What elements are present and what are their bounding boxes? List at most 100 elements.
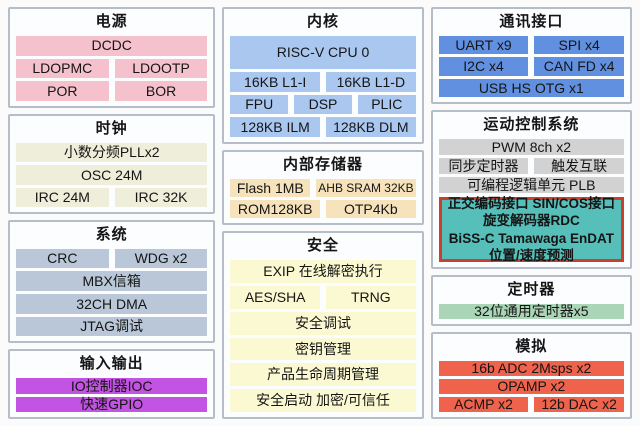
block-can-fd: CAN FD x4 bbox=[534, 57, 624, 76]
system-row: 32CH DMA bbox=[16, 294, 208, 314]
block-osc-24m: OSC 24M bbox=[16, 165, 208, 185]
section-power: 电源 DCDC LDOPMC LDOOTP POR BOR bbox=[8, 7, 216, 109]
section-io: 输入输出 IO控制器IOC 快速GPIO bbox=[8, 349, 216, 419]
security-row: 安全调试 bbox=[230, 311, 416, 335]
clock-row: 小数分频PLLx2 bbox=[16, 143, 208, 163]
system-row: MBX信箱 bbox=[16, 271, 208, 292]
section-title-io: 输入输出 bbox=[79, 355, 144, 373]
block-wdg: WDG x2 bbox=[114, 248, 208, 269]
block-sync-timer: 同步定时器 bbox=[438, 158, 529, 175]
block-plb: 可编程逻辑单元 PLB bbox=[438, 177, 624, 194]
core-row: RISC-V CPU 0 bbox=[230, 36, 416, 70]
block-spi: SPI x4 bbox=[534, 36, 624, 55]
block-uart: UART x9 bbox=[438, 36, 529, 55]
block-trigger-interconnect: 触发互联 bbox=[534, 158, 624, 175]
timer-row: 32位通用定时器x5 bbox=[438, 303, 624, 319]
block-crc: CRC bbox=[16, 248, 109, 269]
block-plic: PLIC bbox=[357, 94, 416, 115]
security-row: 产品生命周期管理 bbox=[230, 363, 416, 387]
section-title-timer: 定时器 bbox=[507, 281, 556, 299]
section-title-analog: 模拟 bbox=[515, 338, 548, 356]
system-row: CRC WDG x2 bbox=[16, 248, 208, 269]
section-system: 系统 CRC WDG x2 MBX信箱 32CH DMA JTAG调试 bbox=[8, 219, 216, 344]
block-rom: ROM128KB bbox=[230, 200, 321, 219]
block-acmp: ACMP x2 bbox=[438, 396, 529, 412]
block-adc: 16b ADC 2Msps x2 bbox=[438, 360, 624, 376]
section-analog: 模拟 16b ADC 2Msps x2 OPAMP x2 ACMP x2 12b… bbox=[430, 332, 632, 419]
motion-row: 同步定时器 触发互联 bbox=[438, 158, 624, 175]
block-otp: OTP4Kb bbox=[326, 200, 416, 219]
block-aes-sha: AES/SHA bbox=[230, 286, 321, 309]
block-l1-dcache: 16KB L1-D bbox=[326, 72, 416, 92]
core-row: 128KB ILM 128KB DLM bbox=[230, 117, 416, 138]
column-right: 通讯接口 UART x9 SPI x4 I2C x4 CAN FD x4 USB… bbox=[430, 7, 632, 419]
section-security: 安全 EXIP 在线解密执行 AES/SHA TRNG 安全调试 密钥管理 产品… bbox=[222, 231, 424, 419]
block-dac: 12b DAC x2 bbox=[534, 396, 624, 412]
section-title-power: 电源 bbox=[95, 13, 128, 30]
column-left: 电源 DCDC LDOPMC LDOOTP POR BOR 时钟 小数分频PLL… bbox=[8, 7, 216, 419]
block-usb-otg: USB HS OTG x1 bbox=[438, 78, 624, 98]
motion-row: 可编程逻辑单元 PLB bbox=[438, 177, 624, 194]
section-title-memory: 内部存储器 bbox=[283, 156, 364, 174]
block-irc-32k: IRC 32K bbox=[114, 187, 208, 207]
block-jtag-debug: JTAG调试 bbox=[16, 316, 208, 337]
block-secure-boot: 安全启动 加密/可信任 bbox=[230, 389, 416, 412]
block-dlm: 128KB DLM bbox=[326, 117, 416, 138]
section-comm: 通讯接口 UART x9 SPI x4 I2C x4 CAN FD x4 USB… bbox=[430, 7, 632, 105]
block-flash: Flash 1MB bbox=[230, 179, 311, 198]
section-title-security: 安全 bbox=[307, 237, 340, 255]
block-io-controller: IO控制器IOC bbox=[16, 378, 208, 394]
section-timer: 定时器 32位通用定时器x5 bbox=[430, 275, 632, 327]
block-key-management: 密钥管理 bbox=[230, 337, 416, 361]
io-row: IO控制器IOC bbox=[16, 378, 208, 394]
block-fast-gpio: 快速GPIO bbox=[16, 396, 208, 412]
security-row: 安全启动 加密/可信任 bbox=[230, 389, 416, 412]
analog-row: ACMP x2 12b DAC x2 bbox=[438, 396, 624, 412]
security-row: AES/SHA TRNG bbox=[230, 286, 416, 309]
block-dma: 32CH DMA bbox=[16, 294, 208, 314]
callout-line-qei-sincos: 正交编码接口 SIN/COS接口 bbox=[447, 195, 615, 211]
block-irc-24m: IRC 24M bbox=[16, 187, 109, 207]
block-ldootp: LDOOTP bbox=[114, 58, 208, 79]
block-trng: TRNG bbox=[326, 286, 416, 309]
block-dcdc: DCDC bbox=[16, 36, 208, 56]
memory-row: ROM128KB OTP4Kb bbox=[230, 200, 416, 219]
section-title-core: 内核 bbox=[307, 13, 340, 30]
power-row: POR BOR bbox=[16, 81, 208, 102]
block-ilm: 128KB ILM bbox=[230, 117, 321, 138]
comm-row: UART x9 SPI x4 bbox=[438, 36, 624, 55]
block-i2c: I2C x4 bbox=[438, 57, 529, 76]
block-general-timer: 32位通用定时器x5 bbox=[438, 303, 624, 319]
block-exip: EXIP 在线解密执行 bbox=[230, 260, 416, 284]
clock-row: OSC 24M bbox=[16, 165, 208, 185]
security-row: EXIP 在线解密执行 bbox=[230, 260, 416, 284]
comm-row: USB HS OTG x1 bbox=[438, 78, 624, 98]
core-row: FPU DSP PLIC bbox=[230, 94, 416, 115]
section-core: 内核 RISC-V CPU 0 16KB L1-I 16KB L1-D FPU … bbox=[222, 7, 424, 145]
block-secure-debug: 安全调试 bbox=[230, 311, 416, 335]
encoder-callout: 正交编码接口 SIN/COS接口 旋变解码器RDC BiSS-C Tamawag… bbox=[438, 195, 624, 264]
block-pwm: PWM 8ch x2 bbox=[438, 139, 624, 156]
section-title-comm: 通讯接口 bbox=[499, 13, 564, 30]
callout-line-biss-endat: BiSS-C Tamawaga EnDAT bbox=[448, 230, 614, 246]
power-row: LDOPMC LDOOTP bbox=[16, 58, 208, 79]
block-dsp: DSP bbox=[294, 94, 352, 115]
column-middle: 内核 RISC-V CPU 0 16KB L1-I 16KB L1-D FPU … bbox=[222, 7, 424, 419]
block-por: POR bbox=[16, 81, 109, 102]
block-lifecycle-management: 产品生命周期管理 bbox=[230, 363, 416, 387]
block-l1-icache: 16KB L1-I bbox=[230, 72, 321, 92]
block-opamp: OPAMP x2 bbox=[438, 378, 624, 394]
section-memory: 内部存储器 Flash 1MB AHB SRAM 32KB ROM128KB O… bbox=[222, 150, 424, 226]
power-row: DCDC bbox=[16, 36, 208, 56]
memory-row: Flash 1MB AHB SRAM 32KB bbox=[230, 179, 416, 198]
section-title-system: 系统 bbox=[95, 225, 128, 243]
block-mbx-mailbox: MBX信箱 bbox=[16, 271, 208, 292]
clock-row: IRC 24M IRC 32K bbox=[16, 187, 208, 207]
block-fractional-pll: 小数分频PLLx2 bbox=[16, 143, 208, 163]
callout-line-position-speed: 位置/速度预测 bbox=[488, 248, 574, 264]
block-riscv-cpu: RISC-V CPU 0 bbox=[230, 36, 416, 70]
block-ldopmc: LDOPMC bbox=[16, 58, 109, 79]
section-clock: 时钟 小数分频PLLx2 OSC 24M IRC 24M IRC 32K bbox=[8, 114, 216, 214]
section-motion: 运动控制系统 PWM 8ch x2 同步定时器 触发互联 可编程逻辑单元 PLB… bbox=[430, 110, 632, 270]
